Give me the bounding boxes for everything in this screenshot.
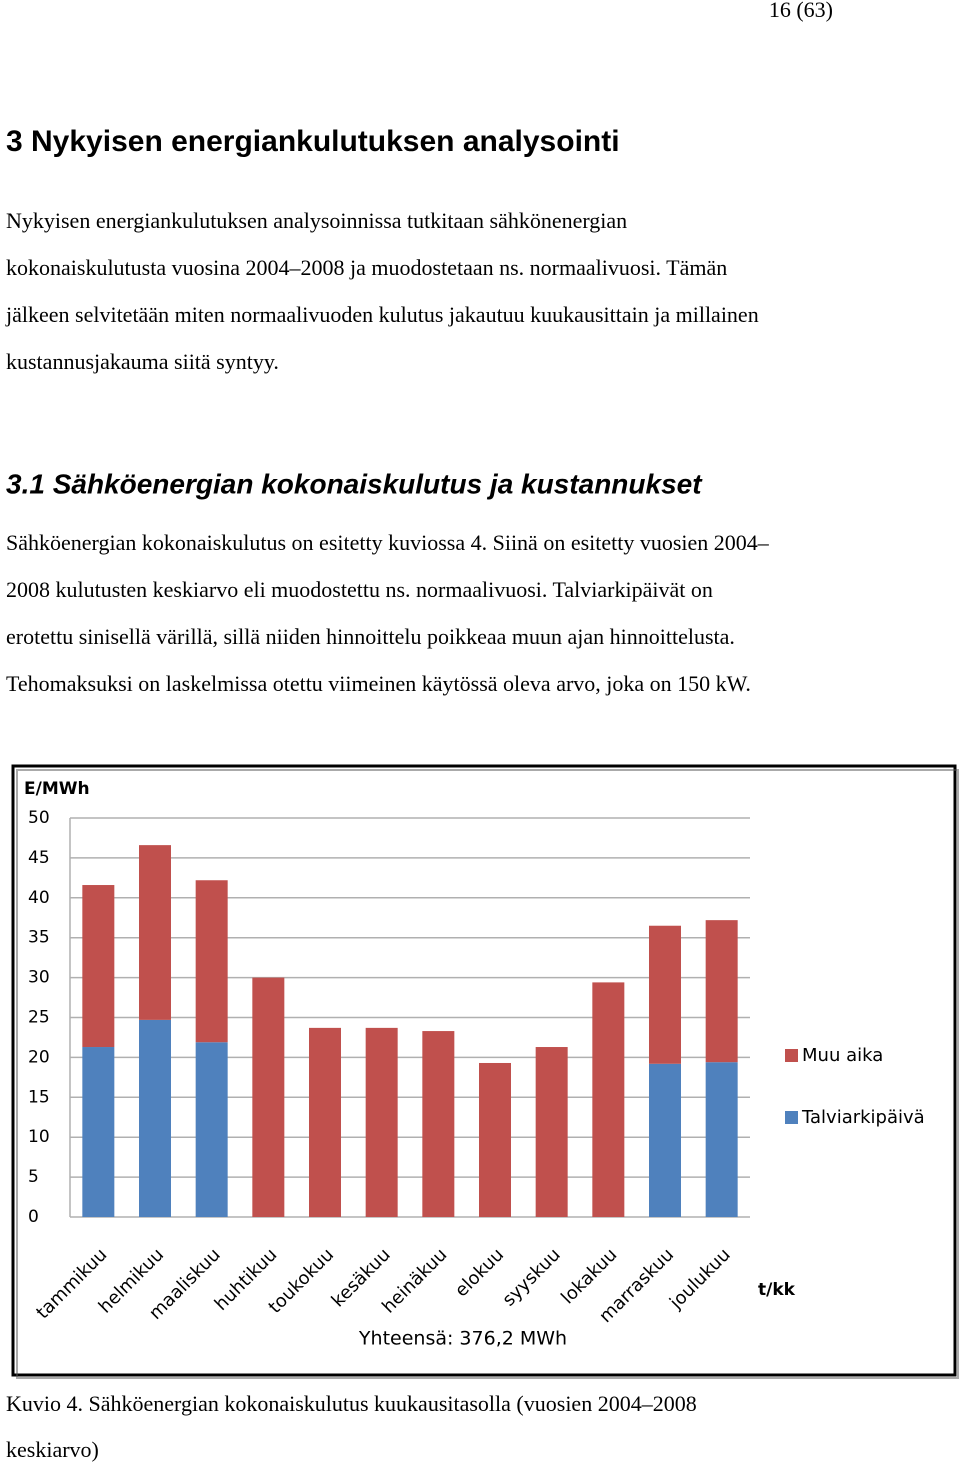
caption-line: Kuvio 4. Sähköenergian kokonaiskulutus k… [6, 1391, 697, 1416]
bar-segment [309, 1027, 341, 1217]
paragraph-line: Tehomaksuksi on laskelmissa otettu viime… [6, 671, 751, 696]
y-tick-label: 50 [28, 808, 50, 828]
bar-segment [195, 1042, 228, 1217]
heading: 3 Nykyisen energiankulutuksen analysoint… [6, 125, 620, 158]
x-axis-title: t/kk [758, 1280, 796, 1300]
bar-segment [252, 977, 285, 1217]
caption-line: keskiarvo) [6, 1437, 99, 1462]
bar-segment [139, 1019, 171, 1217]
bar-segment [592, 982, 625, 1217]
paragraph-line: jälkeen selvitetään miten normaalivuoden… [5, 302, 759, 327]
y-tick-label: 35 [28, 928, 50, 948]
y-tick-label: 30 [28, 968, 50, 988]
bar-segment [195, 880, 228, 1043]
legend-label: Talviarkipäivä [801, 1107, 925, 1128]
bar-segment [139, 845, 171, 1020]
bar-segment [82, 1047, 115, 1217]
bar-segment [479, 1062, 511, 1217]
y-tick-label: 25 [28, 1008, 50, 1028]
bar-segment [422, 1031, 455, 1217]
y-tick-label: 15 [28, 1087, 50, 1107]
bar-segment [535, 1047, 568, 1217]
y-tick-label: 20 [28, 1047, 50, 1067]
page-number: 16 (63) [769, 0, 833, 22]
y-tick-label: 0 [28, 1207, 39, 1227]
paragraph-line: kustannusjakauma siitä syntyy. [6, 349, 279, 374]
y-tick-label: 10 [28, 1127, 50, 1147]
bar-segment [82, 885, 115, 1048]
bar-segment [649, 925, 681, 1064]
paragraph-line: Sähköenergian kokonaiskulutus on esitett… [6, 530, 770, 555]
bar-segment [705, 920, 738, 1063]
bar-segment [705, 1062, 738, 1217]
subheading: 3.1 Sähköenergian kokonaiskulutus ja kus… [6, 468, 703, 499]
legend-swatch [785, 1111, 798, 1124]
chart-shadow [16, 769, 959, 1379]
paragraph-line: kokonaiskulutusta vuosina 2004–2008 ja m… [6, 255, 727, 280]
bar-segment [649, 1063, 681, 1217]
y-tick-label: 40 [28, 888, 50, 908]
legend-swatch [785, 1049, 798, 1062]
y-tick-label: 45 [28, 848, 50, 868]
bar-segment [365, 1027, 398, 1217]
annotation: Yhteensä: 376,2 MWh [358, 1328, 567, 1350]
paragraph-line: erotettu sinisellä värillä, sillä niiden… [6, 624, 735, 649]
y-tick-label: 5 [28, 1167, 39, 1187]
paragraph-line: 2008 kulutusten keskiarvo eli muodostett… [6, 577, 713, 602]
y-axis-title: E/MWh [24, 779, 90, 799]
paragraph-line: Nykyisen energiankulutuksen analysoinnis… [6, 208, 627, 233]
legend-label: Muu aika [802, 1045, 883, 1066]
